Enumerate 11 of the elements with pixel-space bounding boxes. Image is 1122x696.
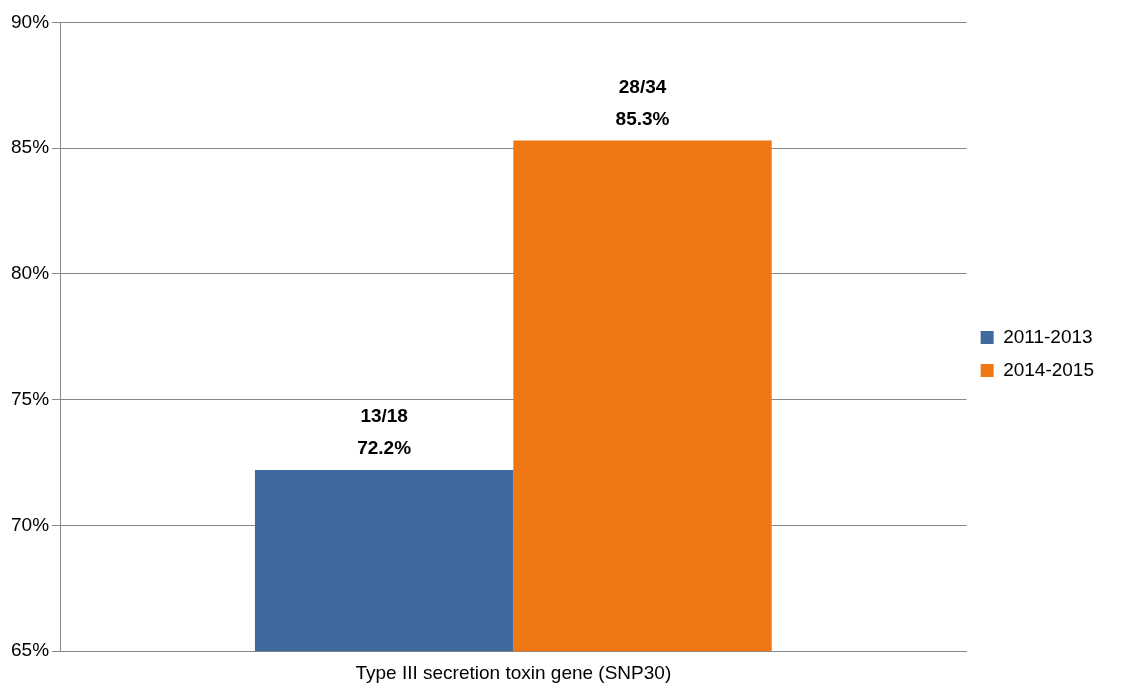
y-tick-label: 80% bbox=[11, 262, 50, 284]
data-label: 28/34 85.3% bbox=[615, 75, 670, 129]
data-label: 13/18 72.2% bbox=[357, 405, 412, 459]
y-tick-label: 65% bbox=[11, 639, 50, 661]
y-tick-label: 70% bbox=[11, 513, 50, 535]
y-tick-label: 75% bbox=[11, 387, 50, 409]
y-tick-label: 90% bbox=[11, 10, 50, 32]
x-tick-label: Type III secretion toxin gene (SNP30) bbox=[355, 661, 672, 683]
legend-label: 2014-2015 bbox=[1003, 358, 1095, 380]
y-tick-label: 85% bbox=[11, 136, 50, 158]
legend-label: 2011-2013 bbox=[1003, 325, 1093, 347]
